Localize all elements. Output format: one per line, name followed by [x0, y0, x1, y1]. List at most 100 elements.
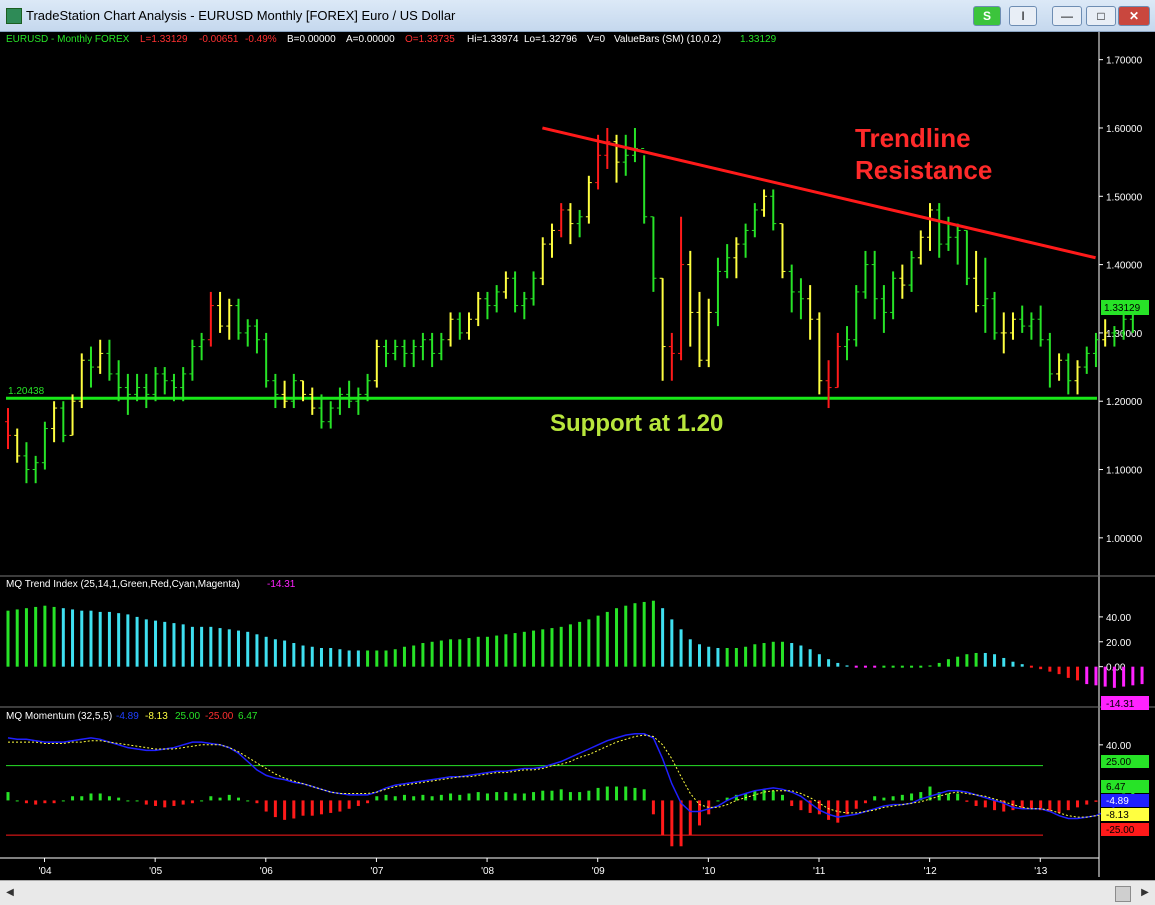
close-button[interactable]: ✕: [1118, 6, 1150, 26]
trend-bar: [845, 665, 849, 667]
trend-bar: [1029, 665, 1033, 668]
momentum-bar: [928, 786, 932, 801]
trend-bar: [209, 626, 213, 667]
momentum-bar: [762, 789, 766, 801]
momentum-bar: [485, 793, 489, 801]
momentum-bar: [467, 793, 471, 801]
trend-bar: [863, 665, 867, 668]
momentum-bar: [200, 800, 204, 802]
trend-bar: [347, 650, 351, 667]
momentum-bar: [43, 800, 47, 804]
support-annotation: Support at 1.20: [550, 410, 723, 437]
trend-bar: [402, 646, 406, 667]
trend-bar: [227, 629, 231, 667]
trend-bar: [449, 639, 453, 667]
chart-area[interactable]: EURUSD - Monthly FOREX L=1.33129 -0.0065…: [0, 32, 1155, 904]
strategy-button[interactable]: S: [973, 6, 1001, 26]
trend-bar: [522, 631, 526, 667]
trend-bar: [246, 631, 250, 667]
trend-bar: [836, 662, 840, 667]
momentum-bar: [808, 800, 812, 813]
momentum-bar: [237, 797, 240, 801]
momentum-bar: [716, 800, 720, 802]
trend-bar: [476, 636, 480, 667]
indicator-value-label: 1.33129: [740, 34, 777, 45]
trend-bar: [513, 633, 517, 667]
momentum-bar: [1085, 800, 1089, 805]
momentum-bar: [1057, 800, 1061, 813]
support-label: 1.20438: [8, 386, 45, 397]
momentum-bar: [910, 793, 914, 801]
momentum-bar: [1066, 800, 1070, 811]
trend-bar: [301, 645, 305, 667]
momentum-bar: [393, 796, 397, 801]
change-pct-label: -0.49%: [245, 34, 277, 45]
minimize-button[interactable]: —: [1052, 6, 1082, 26]
trend-bar: [154, 620, 158, 667]
trend-bar: [24, 608, 28, 667]
momentum-bar: [605, 786, 609, 801]
horizontal-scrollbar[interactable]: ◀ ▶: [0, 880, 1155, 905]
window-title: TradeStation Chart Analysis - EURUSD Mon…: [26, 8, 456, 23]
momentum-bar: [301, 800, 305, 816]
trend-bar: [430, 641, 434, 667]
trend-bar: [163, 621, 167, 667]
trend-bar: [928, 665, 932, 667]
trend-bar: [854, 665, 858, 668]
trend-bar: [1057, 666, 1061, 675]
price-tick-label: 1.60000: [1106, 124, 1143, 135]
trend-bar: [421, 643, 425, 667]
trend-bar: [135, 616, 139, 667]
momentum-bar: [688, 800, 692, 836]
trend-bar: [753, 644, 757, 667]
trend-bar: [181, 624, 185, 667]
momentum-bar: [283, 800, 287, 820]
scroll-thumb[interactable]: [1115, 886, 1131, 902]
momentum-bar: [430, 796, 434, 801]
momentum-bar: [15, 800, 19, 802]
momentum-blue-line: [7, 732, 1115, 820]
trend-bar: [707, 646, 711, 667]
trend-bar: [532, 630, 536, 667]
maximize-button[interactable]: □: [1086, 6, 1116, 26]
momentum-bar: [854, 800, 858, 809]
trend-bar: [200, 626, 204, 667]
momentum-bar-value: 6.47: [238, 711, 258, 722]
momentum-bar: [366, 800, 370, 804]
momentum-blue-tag-text: -4.89: [1106, 796, 1129, 807]
symbol-label: EURUSD - Monthly FOREX: [6, 34, 130, 45]
trend-bar: [1140, 666, 1144, 685]
momentum-bar: [946, 793, 950, 801]
time-tick-label: '11: [813, 866, 826, 877]
trend-index-value: -14.31: [267, 579, 296, 590]
time-tick-label: '04: [39, 866, 52, 877]
trend-bar: [393, 649, 397, 667]
trend-bar: [1085, 666, 1089, 685]
momentum-bar: [458, 794, 462, 801]
trend-bar: [993, 654, 997, 667]
scroll-left-icon[interactable]: ◀: [6, 887, 14, 898]
momentum-lower-tag: [1101, 823, 1149, 836]
momentum-label: MQ Momentum (32,5,5): [6, 711, 112, 722]
trend-bar: [190, 626, 194, 667]
trend-bar: [172, 623, 176, 667]
momentum-bar: [144, 800, 148, 805]
momentum-bar: [24, 800, 28, 804]
scroll-right-icon[interactable]: ▶: [1141, 887, 1149, 898]
momentum-bar: [615, 786, 619, 801]
open-label: O=1.33735: [405, 34, 455, 45]
indicator-button[interactable]: I: [1009, 6, 1037, 26]
trend-bar: [495, 635, 499, 667]
trend-bar: [790, 643, 794, 667]
momentum-bar: [513, 793, 517, 801]
momentum-bar: [624, 786, 628, 801]
momentum-bar: [753, 790, 757, 801]
trend-bar: [126, 614, 130, 667]
trend-tick-label: 0.00: [1106, 663, 1126, 674]
trend-axis: 40.00 20.00 0.00: [1099, 613, 1131, 674]
momentum-bar: [863, 800, 867, 804]
momentum-bar: [117, 797, 121, 801]
momentum-yellow-line: [8, 734, 1115, 818]
title-bar: TradeStation Chart Analysis - EURUSD Mon…: [0, 0, 1155, 32]
trend-bar: [744, 646, 748, 667]
